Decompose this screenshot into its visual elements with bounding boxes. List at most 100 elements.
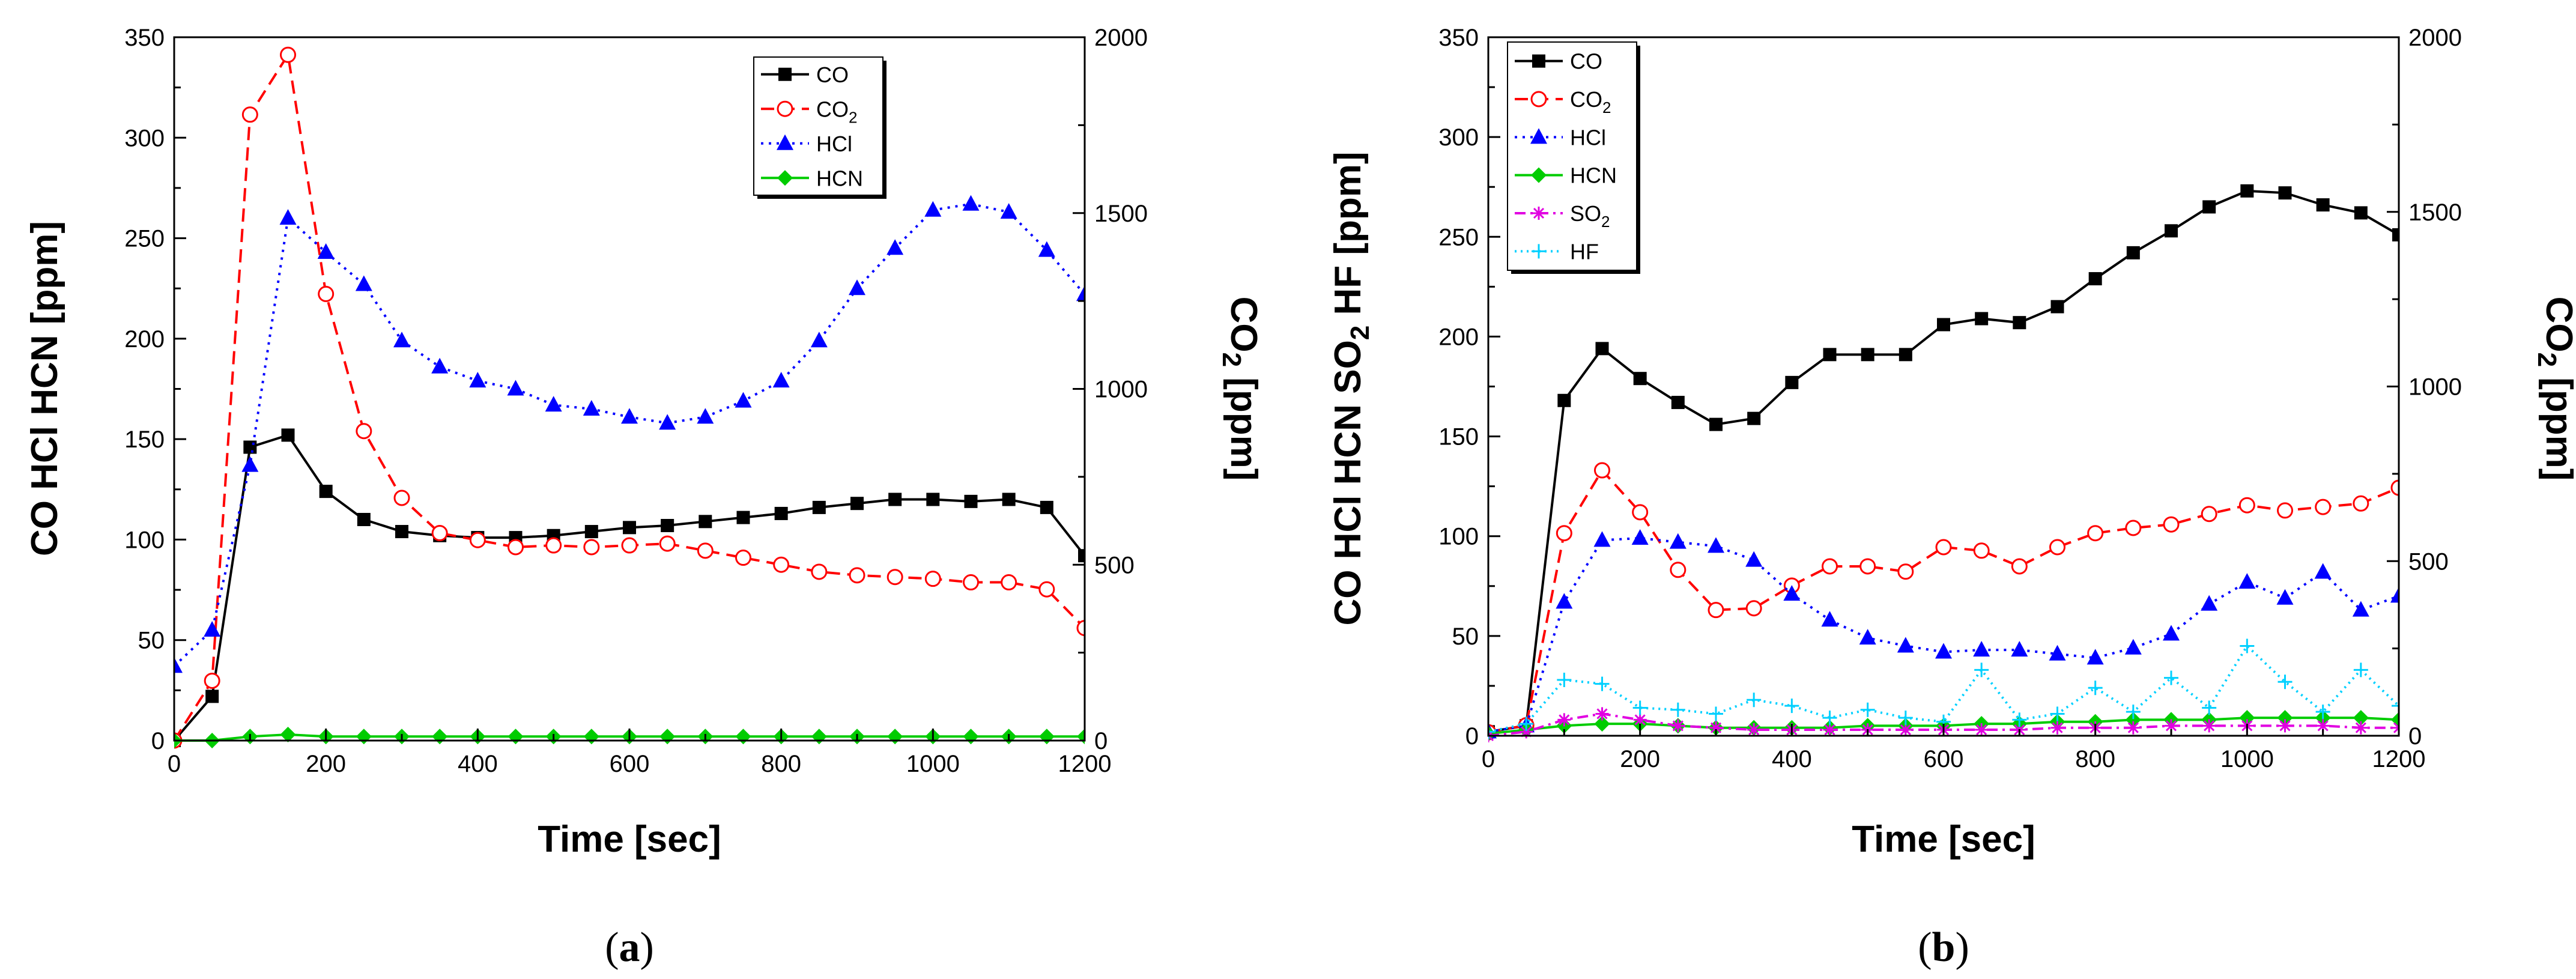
y-tick-label-left: 50 bbox=[138, 628, 165, 654]
data-point-co2 bbox=[2238, 497, 2255, 514]
data-point-co2 bbox=[469, 532, 486, 548]
series-group bbox=[1488, 184, 2399, 742]
x-tick-label: 200 bbox=[1620, 746, 1660, 772]
data-point-co bbox=[1595, 342, 1609, 356]
legend-marker-co bbox=[778, 67, 792, 81]
data-point-co bbox=[1975, 312, 1989, 326]
x-tick-label: 600 bbox=[610, 751, 650, 777]
y-tick-label-right: 2000 bbox=[1094, 25, 1148, 51]
data-point-hf bbox=[1557, 672, 1572, 687]
data-point-so2 bbox=[2316, 719, 2330, 733]
data-point-co2 bbox=[963, 574, 979, 591]
data-point-hcn bbox=[1594, 716, 1610, 732]
data-point-co2 bbox=[2125, 520, 2142, 536]
legend-label-co2: CO2 bbox=[1570, 87, 1611, 117]
data-point-co bbox=[964, 494, 978, 508]
data-point-hcl bbox=[2087, 649, 2104, 665]
y-tick-label-left: 250 bbox=[124, 226, 165, 252]
data-point-hcl bbox=[1897, 637, 1914, 653]
x-tick-label: 1000 bbox=[2220, 746, 2274, 772]
data-point-co bbox=[2278, 186, 2292, 200]
data-point-hcl bbox=[2163, 625, 2180, 641]
legend-label-hcn: HCN bbox=[816, 166, 863, 190]
data-point-hcl bbox=[2352, 601, 2369, 617]
data-point-so2 bbox=[1633, 713, 1647, 727]
data-point-so2 bbox=[1747, 723, 1761, 737]
x-tick-label: 0 bbox=[168, 751, 181, 777]
data-point-co2 bbox=[1708, 602, 1724, 619]
data-point-co bbox=[2202, 200, 2216, 214]
data-point-hf bbox=[1709, 706, 1723, 721]
y-tick-label-left: 350 bbox=[1438, 25, 1479, 51]
data-point-hcl bbox=[1821, 611, 1838, 627]
data-point-co bbox=[281, 428, 295, 442]
data-point-hcl bbox=[393, 332, 410, 348]
data-point-hcl bbox=[697, 408, 714, 424]
data-point-co bbox=[2354, 206, 2368, 220]
data-point-co2 bbox=[1935, 539, 1952, 556]
data-point-co bbox=[736, 511, 750, 524]
y-tick-label-right: 1000 bbox=[1094, 377, 1148, 403]
data-point-hf bbox=[1632, 700, 1647, 715]
data-point-hcl bbox=[1038, 241, 1055, 257]
data-point-co bbox=[205, 690, 219, 703]
legend-marker-so2 bbox=[1532, 207, 1545, 220]
x-tick-label: 0 bbox=[1482, 746, 1495, 772]
data-point-hcn bbox=[280, 726, 296, 742]
data-point-hf bbox=[2353, 662, 2368, 677]
data-point-hcl bbox=[469, 372, 486, 388]
data-point-co2 bbox=[1897, 563, 1914, 580]
data-point-co2 bbox=[583, 539, 600, 556]
data-point-so2 bbox=[2050, 721, 2064, 735]
legend-marker-co2 bbox=[777, 100, 793, 117]
data-point-hf bbox=[2012, 712, 2027, 727]
data-point-hf bbox=[1519, 717, 1534, 732]
data-point-co bbox=[1785, 375, 1799, 389]
legend-marker-co bbox=[1532, 54, 1545, 68]
data-point-co bbox=[1078, 549, 1085, 563]
legend-label-co: CO bbox=[816, 62, 849, 87]
data-point-hcl bbox=[545, 396, 562, 412]
data-point-co bbox=[2165, 224, 2178, 238]
y-tick-label-left: 100 bbox=[1438, 524, 1479, 550]
data-point-hcn bbox=[735, 729, 751, 745]
data-point-hcl bbox=[1631, 529, 1649, 545]
data-point-hf bbox=[1974, 662, 1989, 677]
data-point-so2 bbox=[2278, 719, 2292, 733]
data-point-co bbox=[584, 525, 598, 539]
y-tick-label-left: 300 bbox=[1438, 124, 1479, 151]
y-tick-label-left: 150 bbox=[124, 426, 165, 453]
data-point-co2 bbox=[1859, 558, 1876, 575]
x-tick-label: 1200 bbox=[2372, 746, 2426, 772]
y-tick-label-left: 350 bbox=[124, 25, 165, 51]
data-point-co2 bbox=[1632, 504, 1649, 521]
x-tick-label: 200 bbox=[306, 751, 346, 777]
y-tick-label-left: 0 bbox=[151, 728, 165, 754]
data-point-co2 bbox=[811, 563, 828, 580]
x-tick-label: 400 bbox=[458, 751, 498, 777]
data-point-hf bbox=[2240, 638, 2255, 653]
data-point-hcl bbox=[962, 195, 980, 211]
data-point-hf bbox=[2126, 705, 2141, 720]
legend-label-hcl: HCl bbox=[1570, 125, 1606, 150]
data-point-co2 bbox=[2201, 506, 2217, 523]
data-point-co bbox=[2392, 228, 2399, 241]
data-point-co bbox=[888, 493, 902, 506]
data-point-hcn bbox=[432, 729, 448, 745]
data-point-hcl bbox=[1556, 593, 1573, 609]
y-axis-title-left: CO HCl HCN [ppm] bbox=[24, 221, 65, 556]
y-tick-label-left: 200 bbox=[1438, 324, 1479, 350]
data-point-co bbox=[661, 519, 674, 533]
legend-label-hcl: HCl bbox=[816, 132, 852, 156]
y-tick-label-left: 150 bbox=[1438, 424, 1479, 450]
data-point-co2 bbox=[1822, 558, 1838, 575]
data-point-hcn bbox=[508, 729, 524, 745]
data-point-co bbox=[699, 515, 712, 529]
data-point-hf bbox=[1822, 711, 1837, 726]
y-tick-label-right: 1500 bbox=[1094, 201, 1148, 227]
caption-a: (a) bbox=[605, 924, 654, 971]
data-point-co2 bbox=[1594, 462, 1610, 479]
data-point-hcl bbox=[2011, 641, 2028, 657]
legend-label-co2: CO2 bbox=[816, 97, 857, 126]
